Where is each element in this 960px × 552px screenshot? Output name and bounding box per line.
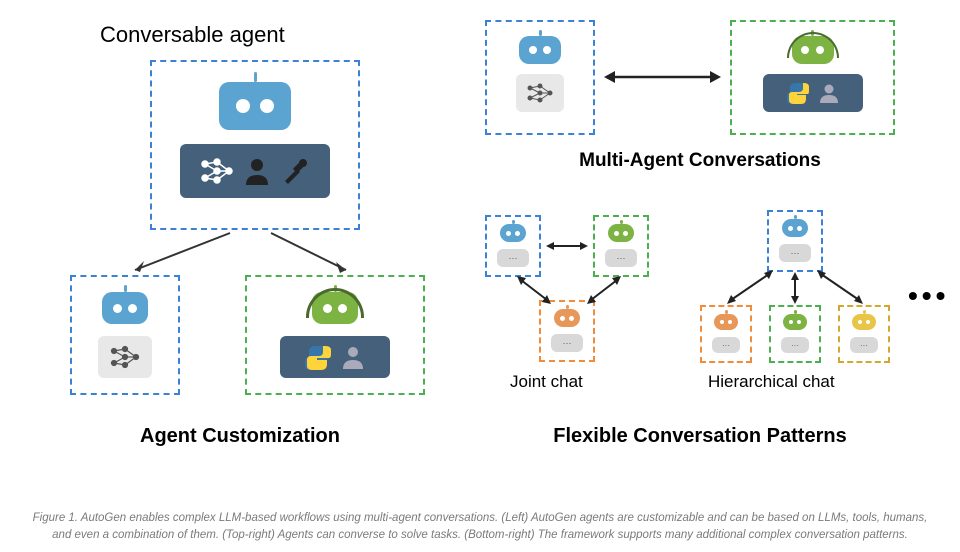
joint-chat-label: Joint chat <box>510 372 583 392</box>
robot-icon <box>852 310 876 330</box>
top-blue-agent <box>516 30 564 112</box>
headset-icon <box>306 288 364 318</box>
robot-icon <box>102 285 148 324</box>
agent-customization-label: Agent Customization <box>30 425 450 448</box>
main-agent-box <box>150 60 360 230</box>
mini-blue-box: ··· <box>767 210 823 272</box>
bidir-arrow <box>787 270 803 306</box>
mini-orange-box: ··· <box>539 300 595 362</box>
figure-caption: Figure 1. AutoGen enables complex LLM-ba… <box>30 510 930 545</box>
python-icon <box>303 342 333 372</box>
person-icon <box>817 81 841 105</box>
capability-panel <box>98 336 152 378</box>
mini-agent: ··· <box>781 310 809 353</box>
conversation-patterns-panel: Multi-Agent Conversations ··· ··· <box>470 10 930 440</box>
person-icon <box>339 343 367 371</box>
top-green-agent <box>763 30 863 112</box>
bidir-arrow <box>583 272 625 308</box>
robot-icon <box>554 305 580 327</box>
mini-agent: ··· <box>779 215 811 262</box>
robot-icon <box>792 30 834 64</box>
person-icon <box>241 155 273 187</box>
robot-icon <box>312 285 358 324</box>
mini-green-box: ··· <box>769 305 821 363</box>
robot-icon <box>519 30 561 64</box>
robot-icon <box>783 310 807 330</box>
robot-icon <box>714 310 738 330</box>
headset-icon <box>787 32 839 58</box>
mini-agent: ··· <box>497 220 529 267</box>
tools-icon <box>279 155 311 187</box>
agent-customization-panel: Conversable agent <box>30 10 450 440</box>
mini-blue-box: ··· <box>485 215 541 277</box>
child-blue-box <box>70 275 180 395</box>
robot-icon <box>500 220 526 242</box>
bidir-arrow <box>543 238 591 254</box>
top-blue-box <box>485 20 595 135</box>
robot-icon <box>782 215 808 237</box>
bidir-arrow <box>513 272 555 308</box>
child-blue-agent <box>98 285 152 378</box>
arrow-right <box>266 228 376 278</box>
robot-icon <box>219 72 291 130</box>
bidir-arrow <box>813 266 867 308</box>
main-agent <box>180 72 330 198</box>
mini-agent: ··· <box>605 220 637 267</box>
joint-chat-cluster: ··· ··· ··· <box>475 210 675 370</box>
mini-agent: ··· <box>551 305 583 352</box>
child-green-box <box>245 275 425 395</box>
top-green-box <box>730 20 895 135</box>
mini-agent: ··· <box>850 310 878 353</box>
conversable-agent-title: Conversable agent <box>100 22 285 48</box>
robot-icon <box>608 220 634 242</box>
mini-orange-box: ··· <box>700 305 752 363</box>
child-green-agent <box>280 285 390 378</box>
arrow-left <box>120 228 240 278</box>
mini-yellow-box: ··· <box>838 305 890 363</box>
hierarchical-chat-cluster: ··· ··· ··· ··· <box>695 210 895 370</box>
bidir-arrow <box>723 266 777 308</box>
mini-green-box: ··· <box>593 215 649 277</box>
multi-agent-label: Multi-Agent Conversations <box>470 150 930 172</box>
capability-panel <box>280 336 390 378</box>
neural-icon <box>525 81 555 105</box>
ellipsis-icon: ••• <box>908 280 949 312</box>
bidir-arrow-top <box>600 65 725 89</box>
capability-panel <box>763 74 863 112</box>
capability-panel <box>180 144 330 198</box>
flexible-patterns-label: Flexible Conversation Patterns <box>470 425 930 448</box>
capability-panel <box>516 74 564 112</box>
mini-agent: ··· <box>712 310 740 353</box>
neural-icon <box>199 156 235 186</box>
neural-icon <box>108 343 142 371</box>
hierarchical-chat-label: Hierarchical chat <box>708 372 835 392</box>
python-icon <box>785 80 811 106</box>
